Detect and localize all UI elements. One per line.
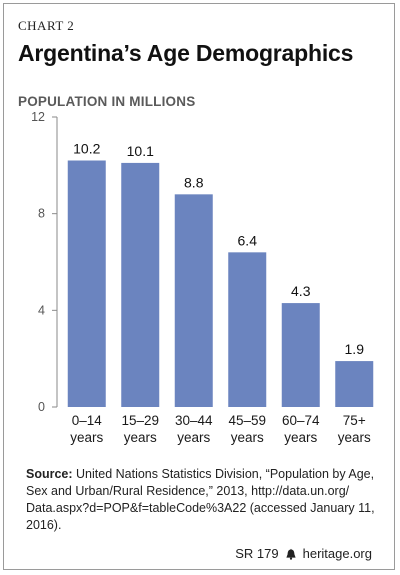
x-axis-labels: 0–14 years 15–29 years 30–44 years 45–59 years 6… [70,413,371,445]
y-tick-label: 0 [38,400,45,414]
chart-frame: CHART 2 Argentina’s Age Demographics POP… [3,3,395,570]
x-tick-label: 75+ [343,413,366,428]
liberty-bell-icon [286,548,296,560]
bar-value-label: 10.2 [73,141,100,157]
x-tick-label: 45–59 [228,413,266,428]
y-tick-label: 12 [31,110,45,124]
x-tick-label: years [177,430,210,445]
chart-number: CHART 2 [18,18,75,33]
source-text: United Nations Statistics Division, “Pop… [26,467,375,532]
x-tick-label: 0–14 [72,413,103,428]
source-note: Source: United Nations Statistics Divisi… [26,466,386,534]
bar-value-label: 8.8 [184,174,204,190]
x-tick-label: years [70,430,103,445]
bar-chart: 0 4 8 12 10.2 10.1 8.8 6.4 4.3 1.9 0–14 years 15–2… [31,110,374,445]
bar [121,162,160,407]
bar [335,361,374,407]
report-id: SR 179 [235,546,279,561]
footer: SR 179 heritage.org [235,546,372,561]
bar [281,303,320,407]
bar-value-label: 1.9 [345,341,365,357]
y-axis-label: POPULATION IN MILLIONS [18,94,196,109]
site-name: heritage.org [302,546,372,561]
bar-value-label: 6.4 [238,232,258,248]
y-axis: 0 4 8 12 [31,110,58,414]
x-tick-label: years [338,430,371,445]
bar [67,160,106,407]
y-tick-label: 4 [38,303,45,317]
x-tick-label: years [284,430,317,445]
source-label: Source: [26,467,73,481]
bar-value-label: 4.3 [291,283,311,299]
bar [228,252,267,407]
bar-value-label: 10.1 [127,143,154,159]
bars: 10.2 10.1 8.8 6.4 4.3 1.9 [67,141,374,407]
y-tick-label: 8 [38,207,45,221]
chart-title: Argentina’s Age Demographics [18,40,354,66]
x-tick-label: years [231,430,264,445]
bar [174,194,213,407]
x-tick-label: 60–74 [282,413,320,428]
x-tick-label: 15–29 [121,413,159,428]
x-tick-label: years [124,430,157,445]
x-tick-label: 30–44 [175,413,213,428]
